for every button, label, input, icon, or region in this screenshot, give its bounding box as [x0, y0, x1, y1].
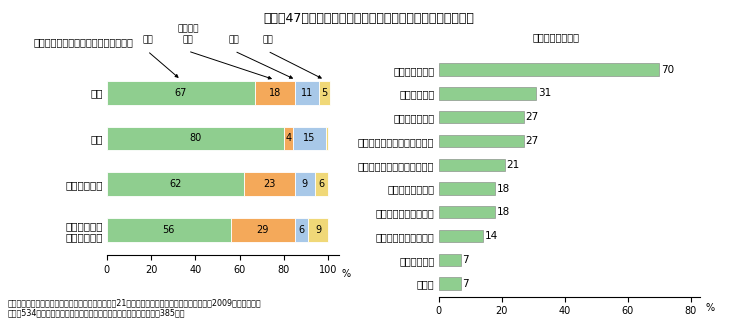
Text: 56: 56: [163, 225, 175, 235]
Bar: [439, 278, 461, 290]
Text: 31: 31: [538, 88, 551, 99]
Bar: [315, 172, 328, 196]
Text: 15: 15: [303, 133, 315, 144]
Bar: [439, 111, 523, 123]
Bar: [439, 230, 483, 242]
Bar: [295, 172, 315, 196]
Text: 資料：農林水産政策研究所「集落営農組織への平成21年度アンケート調査結果（第２回）」（2009年６月実施）
　注：534の集落営農組織を対象としたアンケート調査: 資料：農林水産政策研究所「集落営農組織への平成21年度アンケート調査結果（第２回…: [7, 298, 261, 318]
Text: 6: 6: [298, 225, 304, 235]
Text: 23: 23: [263, 179, 276, 189]
Bar: [319, 81, 330, 105]
Text: 27: 27: [525, 136, 539, 146]
Bar: [439, 254, 461, 266]
Text: 図３－47　組織形態別の集落営農の決算状況と運営上の課題: 図３－47 組織形態別の集落営農の決算状況と運営上の課題: [263, 12, 474, 25]
Text: 62: 62: [170, 179, 181, 189]
Text: 9: 9: [301, 179, 308, 189]
Bar: [107, 81, 255, 105]
Text: 29: 29: [256, 225, 269, 235]
Bar: [107, 127, 284, 150]
Text: 4: 4: [285, 133, 291, 144]
Bar: [244, 172, 295, 196]
Text: %: %: [705, 303, 714, 313]
Text: 67: 67: [175, 88, 187, 98]
Text: （運営上の課題）: （運営上の課題）: [533, 32, 580, 42]
Bar: [231, 218, 295, 242]
Bar: [439, 159, 505, 171]
Text: 不明: 不明: [262, 35, 273, 44]
Text: 18: 18: [269, 88, 281, 98]
Text: %: %: [341, 269, 351, 279]
Bar: [326, 127, 328, 150]
Bar: [255, 81, 295, 105]
Text: 21: 21: [506, 160, 520, 170]
Text: （組織形態別の集落営農の決算状況）: （組織形態別の集落営農の決算状況）: [33, 37, 133, 47]
Bar: [439, 63, 659, 76]
Text: 18: 18: [497, 207, 511, 217]
Text: 黒字: 黒字: [142, 35, 153, 44]
Bar: [107, 218, 231, 242]
Text: 27: 27: [525, 112, 539, 122]
Bar: [295, 81, 319, 105]
Text: 11: 11: [301, 88, 313, 98]
Text: 赤字: 赤字: [229, 35, 240, 44]
Bar: [284, 127, 293, 150]
Text: 70: 70: [661, 65, 674, 75]
Bar: [439, 206, 495, 219]
Text: 6: 6: [318, 179, 324, 189]
Bar: [439, 135, 523, 147]
Text: 5: 5: [321, 88, 328, 98]
Text: 差し引き
ゼロ: 差し引き ゼロ: [177, 25, 199, 44]
Bar: [308, 218, 328, 242]
Bar: [293, 127, 326, 150]
Text: 9: 9: [315, 225, 321, 235]
Text: 7: 7: [463, 255, 469, 265]
Text: 7: 7: [463, 278, 469, 289]
Bar: [107, 172, 244, 196]
Text: 14: 14: [484, 231, 497, 241]
Text: 80: 80: [189, 133, 201, 144]
Bar: [439, 182, 495, 195]
Bar: [439, 87, 537, 100]
Bar: [295, 218, 308, 242]
Text: 18: 18: [497, 183, 511, 194]
